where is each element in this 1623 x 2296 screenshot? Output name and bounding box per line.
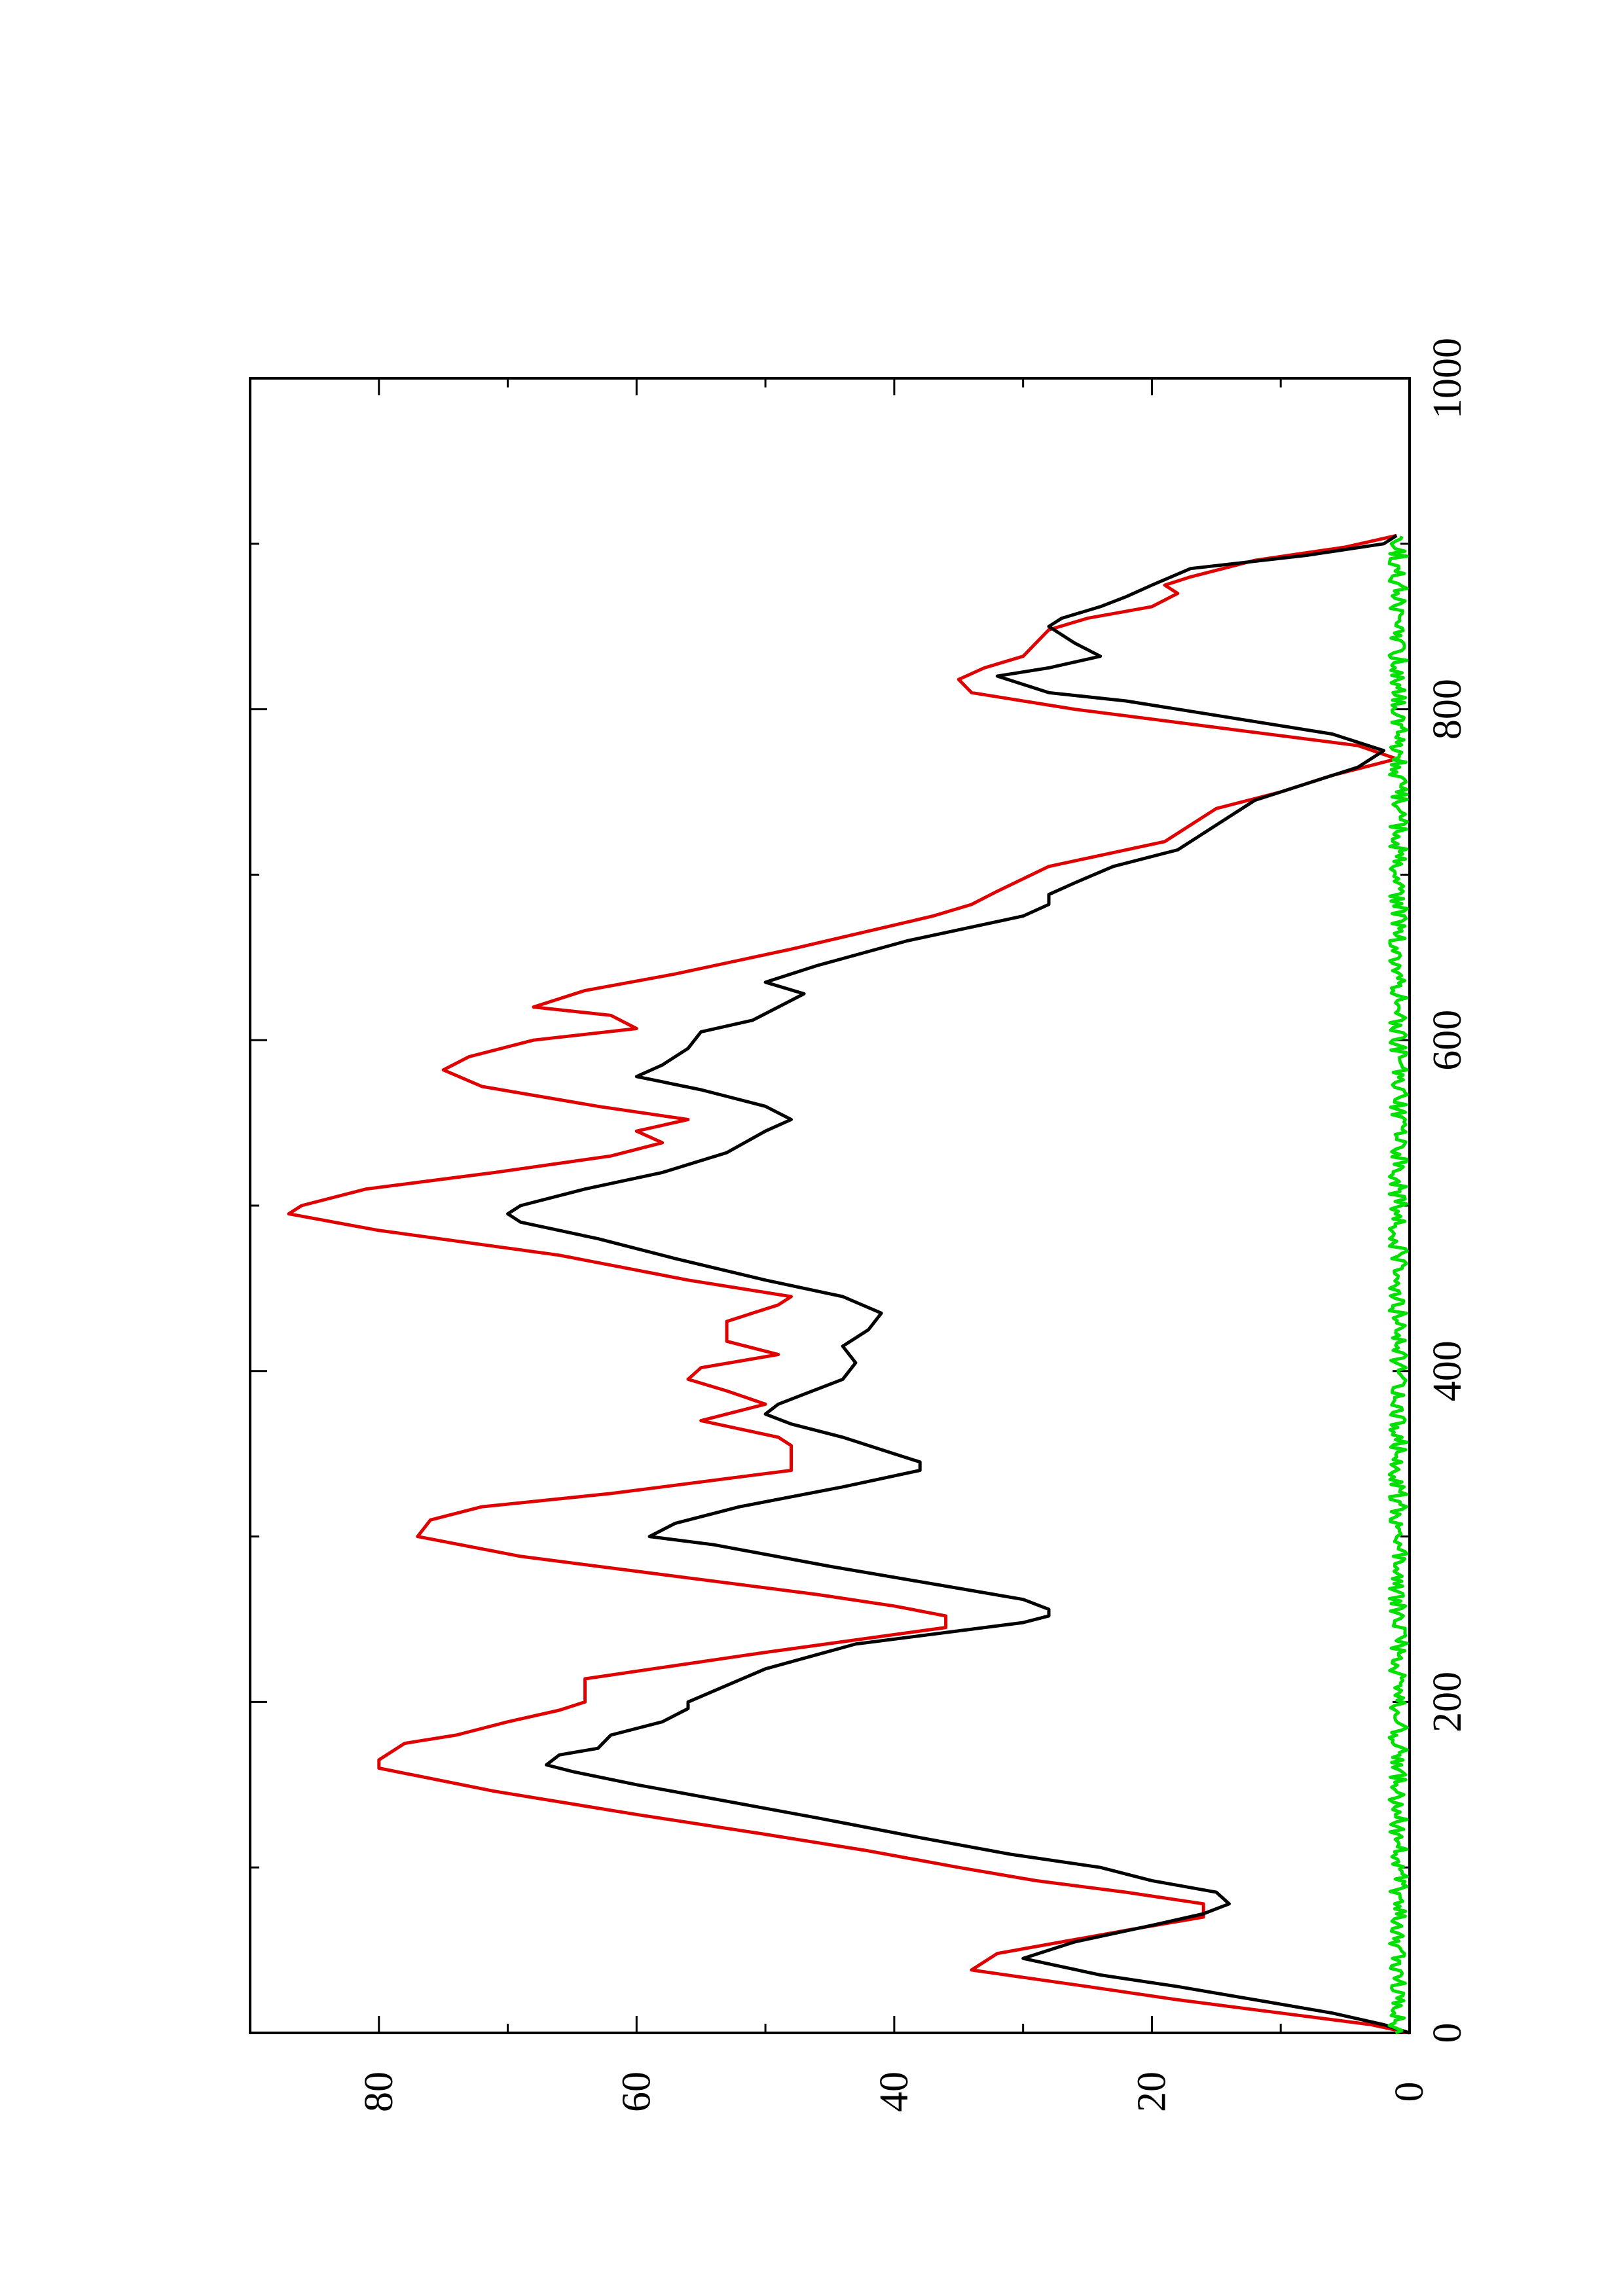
- x-tick-label: 600: [1425, 1010, 1470, 1071]
- x-tick-label: 0: [1425, 2023, 1470, 2043]
- series-green-line: [1387, 535, 1409, 2035]
- x-tick-label: 1000: [1425, 338, 1470, 419]
- plot-frame: [249, 377, 1411, 2034]
- y-tick-label: 40: [872, 2072, 917, 2112]
- series-red-line: [287, 533, 1410, 2035]
- x-tick-label: 200: [1425, 1672, 1470, 1732]
- series-group: [287, 533, 1410, 2035]
- y-tick-label: 0: [1387, 2082, 1432, 2102]
- x-tick-label: 800: [1425, 679, 1470, 740]
- y-tick-label: 80: [357, 2072, 401, 2112]
- y-tick-label: 20: [1129, 2072, 1174, 2112]
- x-tick-label: 400: [1425, 1340, 1470, 1401]
- axis-tick-labels: 0 200 400 600 800 1000 0 20 40 60 80: [357, 338, 1470, 2112]
- axis-ticks: [249, 377, 1411, 2034]
- series-black-line: [506, 534, 1410, 2035]
- y-tick-label: 60: [614, 2072, 659, 2112]
